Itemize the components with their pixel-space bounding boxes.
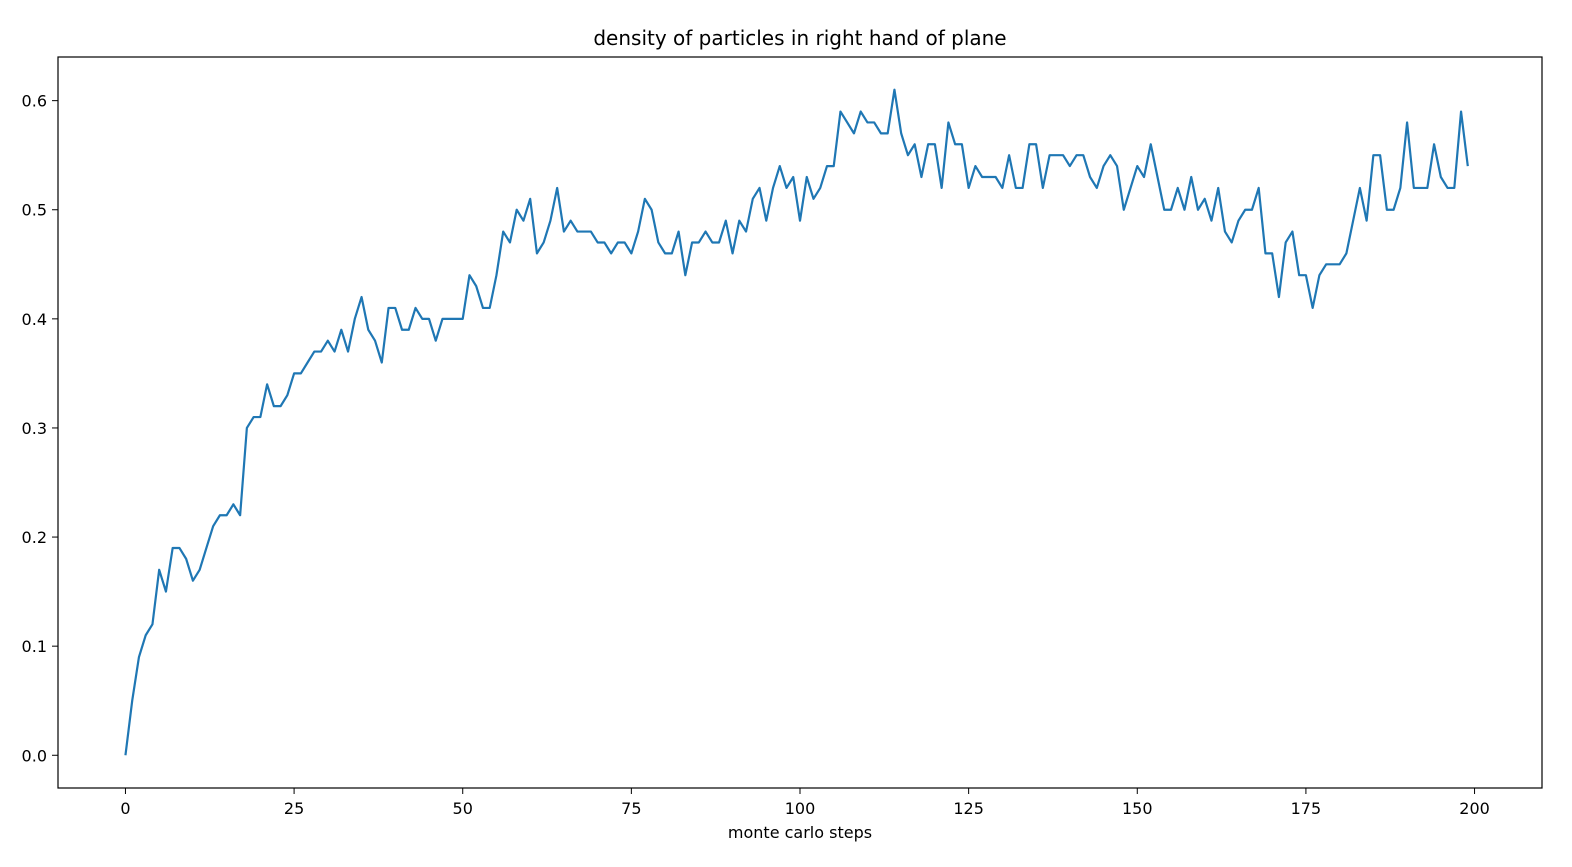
x-tick-label: 150: [1122, 799, 1153, 818]
y-tick-label: 0.2: [22, 528, 47, 547]
x-tick-label: 175: [1291, 799, 1322, 818]
y-tick-label: 0.4: [22, 310, 47, 329]
x-tick-label: 0: [120, 799, 130, 818]
x-tick-label: 50: [453, 799, 473, 818]
x-tick-label: 25: [284, 799, 304, 818]
x-tick-label: 75: [621, 799, 641, 818]
x-tick-label: 125: [953, 799, 984, 818]
y-tick-label: 0.1: [22, 637, 47, 656]
y-tick-label: 0.6: [22, 92, 47, 111]
x-axis-ticks: 0 25 50 75 100 125 150 175 200: [120, 788, 1490, 818]
chart-title: density of particles in right hand of pl…: [593, 26, 1006, 50]
y-tick-label: 0.3: [22, 419, 47, 438]
x-tick-label: 200: [1459, 799, 1490, 818]
y-tick-label: 0.5: [22, 201, 47, 220]
y-axis-ticks: 0.0 0.1 0.2 0.3 0.4 0.5 0.6: [22, 92, 58, 765]
x-axis-label: monte carlo steps: [728, 823, 872, 842]
x-tick-label: 100: [785, 799, 816, 818]
y-tick-label: 0.0: [22, 746, 47, 765]
series-line: [124, 88, 1469, 756]
plot-area: [124, 88, 1469, 756]
axes-frame: [57, 56, 1543, 789]
